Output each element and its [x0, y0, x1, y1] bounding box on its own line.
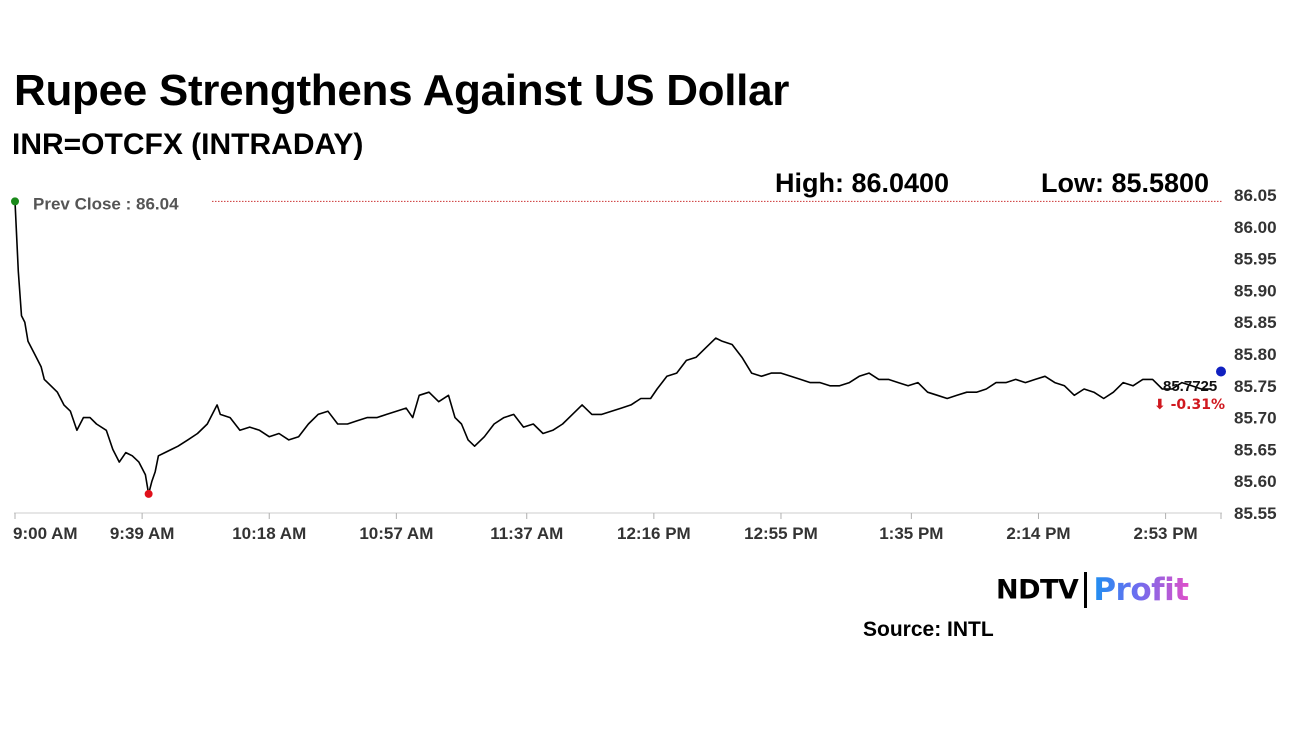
series-layer — [14, 201, 1212, 495]
x-tick-label: 10:18 AM — [232, 524, 306, 543]
last-value-label: 85.7725 — [1163, 378, 1217, 395]
x-tick-label: 9:39 AM — [110, 524, 175, 543]
y-tick-label: 85.75 — [1234, 377, 1277, 396]
y-tick-label: 85.65 — [1234, 440, 1277, 459]
x-tick-label: 12:55 PM — [744, 524, 818, 543]
x-tick-label: 2:53 PM — [1133, 524, 1197, 543]
chart-subtitle: INR=OTCFX (INTRADAY) — [12, 128, 364, 161]
day-high-stat: High: 86.0400 — [775, 168, 950, 198]
high-marker — [11, 197, 19, 206]
y-tick-label: 85.55 — [1234, 504, 1277, 523]
prev-close-label: Prev Close : 86.04 — [33, 194, 179, 213]
day-low-stat: Low: 85.5800 — [1041, 168, 1210, 198]
y-tick-label: 85.95 — [1234, 250, 1277, 269]
ndtv-profit-logo: NDTV Profit — [996, 572, 1189, 612]
y-tick-label: 85.80 — [1234, 345, 1277, 364]
logo-divider — [1084, 572, 1088, 608]
ndtv-wordmark: NDTV — [996, 574, 1079, 606]
source-note: Source: INTL — [863, 618, 994, 641]
chart-axes — [14, 512, 1222, 519]
tick-labels: 9:00 AM 9:39 AM 10:18 AM 10:57 AM 11:37 AM 12… — [13, 186, 1277, 543]
chart-title: Rupee Strengthens Against US Dollar — [14, 66, 790, 115]
x-tick-label: 2:14 PM — [1006, 524, 1070, 543]
low-marker — [144, 489, 153, 498]
last-price-marker — [1216, 366, 1226, 377]
x-tick-label: 11:37 AM — [490, 524, 563, 543]
y-tick-label: 86.00 — [1234, 218, 1277, 237]
y-tick-label: 85.70 — [1234, 409, 1277, 428]
x-tick-label: 12:16 PM — [617, 524, 691, 543]
y-tick-label: 85.60 — [1234, 472, 1277, 491]
x-tick-label: 1:35 PM — [879, 524, 943, 543]
change-percent-label: ⬇ -0.31% — [1154, 397, 1225, 413]
y-tick-label: 85.90 — [1234, 281, 1277, 300]
profit-wordmark: Profit — [1093, 572, 1189, 608]
x-tick-label: 9:00 AM — [13, 524, 78, 543]
y-tick-label: 85.85 — [1234, 313, 1277, 332]
y-tick-label: 86.05 — [1234, 186, 1277, 205]
inr-usd-series-line — [14, 201, 1212, 495]
x-tick-label: 10:57 AM — [359, 524, 433, 543]
marker-layer — [11, 197, 1226, 498]
